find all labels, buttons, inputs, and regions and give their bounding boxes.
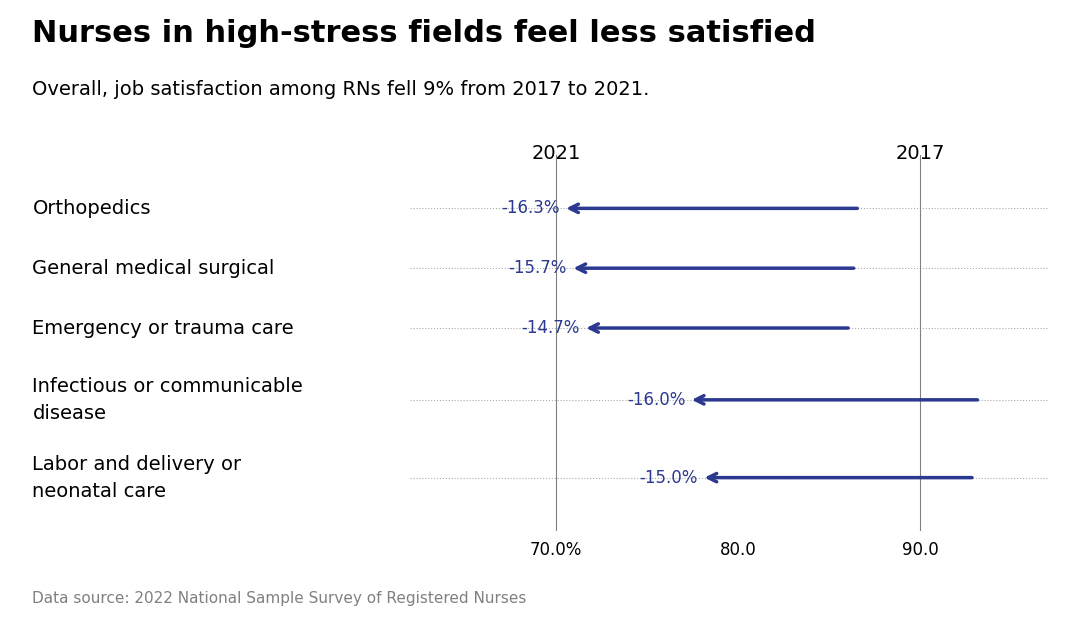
Text: General medical surgical: General medical surgical	[32, 259, 274, 277]
Text: Nurses in high-stress fields feel less satisfied: Nurses in high-stress fields feel less s…	[32, 19, 816, 48]
Text: -16.0%: -16.0%	[626, 391, 686, 409]
Text: -14.7%: -14.7%	[522, 319, 580, 337]
Text: Infectious or communicable: Infectious or communicable	[32, 377, 303, 396]
Text: 2017: 2017	[895, 145, 945, 164]
Text: Data source: 2022 National Sample Survey of Registered Nurses: Data source: 2022 National Sample Survey…	[32, 591, 527, 606]
Text: Emergency or trauma care: Emergency or trauma care	[32, 318, 294, 337]
Text: 2021: 2021	[531, 145, 581, 164]
Text: neonatal care: neonatal care	[32, 481, 166, 501]
Text: Orthopedics: Orthopedics	[32, 199, 151, 218]
Text: -15.0%: -15.0%	[639, 468, 698, 486]
Text: Labor and delivery or: Labor and delivery or	[32, 454, 242, 473]
Text: disease: disease	[32, 404, 107, 423]
Text: -15.7%: -15.7%	[509, 259, 567, 277]
Text: Overall, job satisfaction among RNs fell 9% from 2017 to 2021.: Overall, job satisfaction among RNs fell…	[32, 80, 650, 99]
Text: -16.3%: -16.3%	[501, 200, 559, 218]
